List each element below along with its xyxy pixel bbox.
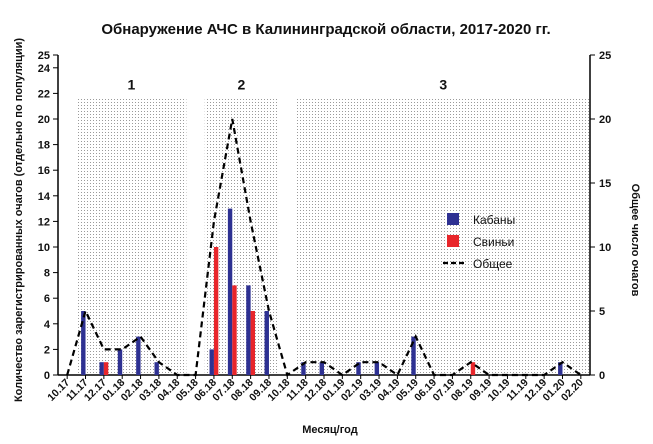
y-tick-label-left: 20: [38, 114, 50, 126]
y-tick-label-left: 12: [38, 216, 50, 228]
bar-pigs: [470, 362, 476, 375]
bar-boars: [136, 336, 141, 375]
bars: [81, 208, 563, 375]
bar-boars: [117, 349, 123, 375]
bar-boars: [154, 362, 159, 375]
bar-pigs: [232, 285, 237, 375]
total-line: [66, 118, 582, 377]
period-region: [76, 98, 187, 376]
bar-boars: [374, 362, 380, 375]
period-label: 3: [439, 77, 447, 93]
y-axis-label-left: Количество зарегистрированных очагов (от…: [13, 38, 25, 402]
total-series-line: [66, 118, 582, 377]
bar-boars: [319, 362, 324, 375]
y-tick-label-left: 14: [38, 191, 51, 203]
bar-boars: [209, 349, 214, 375]
y-tick-label-left: 18: [38, 140, 50, 152]
x-axis-label: Месяц/год: [302, 424, 358, 436]
legend-swatch: [447, 213, 459, 225]
bar-boars: [558, 362, 563, 375]
bar-boars: [301, 362, 306, 375]
y-tick-label-right: 20: [599, 114, 611, 126]
bar-pigs: [213, 247, 219, 375]
y-tick-label-right: 10: [599, 242, 611, 254]
y-tick-label-left: 25: [38, 50, 50, 62]
y-tick-label-left: 4: [44, 319, 51, 331]
bar-boars: [411, 336, 416, 375]
bar-boars: [81, 311, 86, 375]
period-regions: 1 2 3: [76, 77, 590, 376]
legend-label: Общее: [473, 257, 513, 271]
legend-label: Кабаны: [473, 213, 515, 227]
bar-pigs: [250, 311, 256, 375]
y-tick-label-left: 2: [44, 344, 50, 356]
y-tick-label-right: 25: [599, 50, 611, 62]
y-tick-label-left: 0: [44, 370, 50, 382]
bar-boars: [356, 362, 361, 375]
bar-boars: [99, 362, 104, 375]
bar-boars: [264, 311, 269, 375]
period-label: 1: [127, 77, 135, 93]
y-tick-label-left: 22: [38, 88, 50, 100]
y-tick-label-left: 16: [38, 165, 50, 177]
period-label: 2: [238, 77, 246, 93]
y-tick-label-right: 15: [599, 178, 611, 190]
y-axis-label-right: Общее число очагов: [629, 184, 641, 297]
y-tick-label-right: 0: [599, 370, 605, 382]
y-tick-label-left: 6: [44, 293, 50, 305]
chart-title: Обнаружение АЧС в Калининградской област…: [101, 21, 550, 38]
period-region: [296, 98, 590, 376]
legend: Кабаны Свиньи Общее: [443, 213, 515, 271]
legend-swatch: [447, 235, 459, 247]
y-tick-label-left: 10: [38, 242, 50, 254]
legend-label: Свиньи: [473, 235, 514, 249]
bar-boars: [246, 285, 251, 375]
bar-pigs: [103, 362, 109, 375]
y-tick-label-left: 8: [44, 268, 50, 280]
y-tick-label-left: 24: [38, 63, 51, 75]
bar-boars: [227, 208, 233, 375]
y-tick-label-right: 5: [599, 306, 605, 318]
